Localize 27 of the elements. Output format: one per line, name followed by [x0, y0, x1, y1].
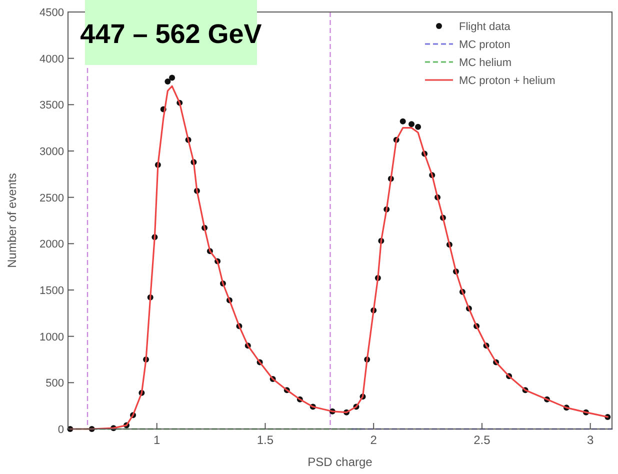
x-tick-label: 2.5 [474, 433, 491, 447]
legend-label: MC proton + helium [459, 75, 556, 87]
point [164, 78, 171, 84]
legend-label: MC proton [459, 39, 510, 51]
x-axis-title: PSD charge [308, 455, 373, 469]
y-tick-label: 4500 [40, 7, 64, 19]
x-tick-label: 2 [370, 433, 378, 447]
point [400, 118, 406, 124]
y-tick-label: 2000 [40, 238, 64, 251]
legend-label: Flight data [459, 21, 512, 33]
y-tick-label: 3000 [40, 146, 64, 158]
y-tick-label: 500 [46, 378, 64, 390]
y-axis-title: Number of events [5, 173, 19, 268]
y-tick-label: 1500 [40, 285, 64, 297]
point [169, 74, 176, 81]
x-tick-label: 1 [154, 433, 161, 447]
y-tick-label: 1000 [40, 331, 64, 344]
x-tick-label: 3 [586, 433, 594, 447]
x-tick-label: 1.5 [256, 433, 274, 447]
y-tick-label: 3500 [40, 100, 64, 112]
point [408, 121, 415, 128]
chart-title: 447 – 562 GeV [80, 19, 262, 49]
legend-label: MC helium [459, 57, 512, 69]
y-tick-label: 2500 [40, 192, 64, 204]
y-tick-label: 4000 [40, 53, 64, 66]
point [415, 124, 422, 130]
y-tick-label: 0 [58, 424, 64, 436]
